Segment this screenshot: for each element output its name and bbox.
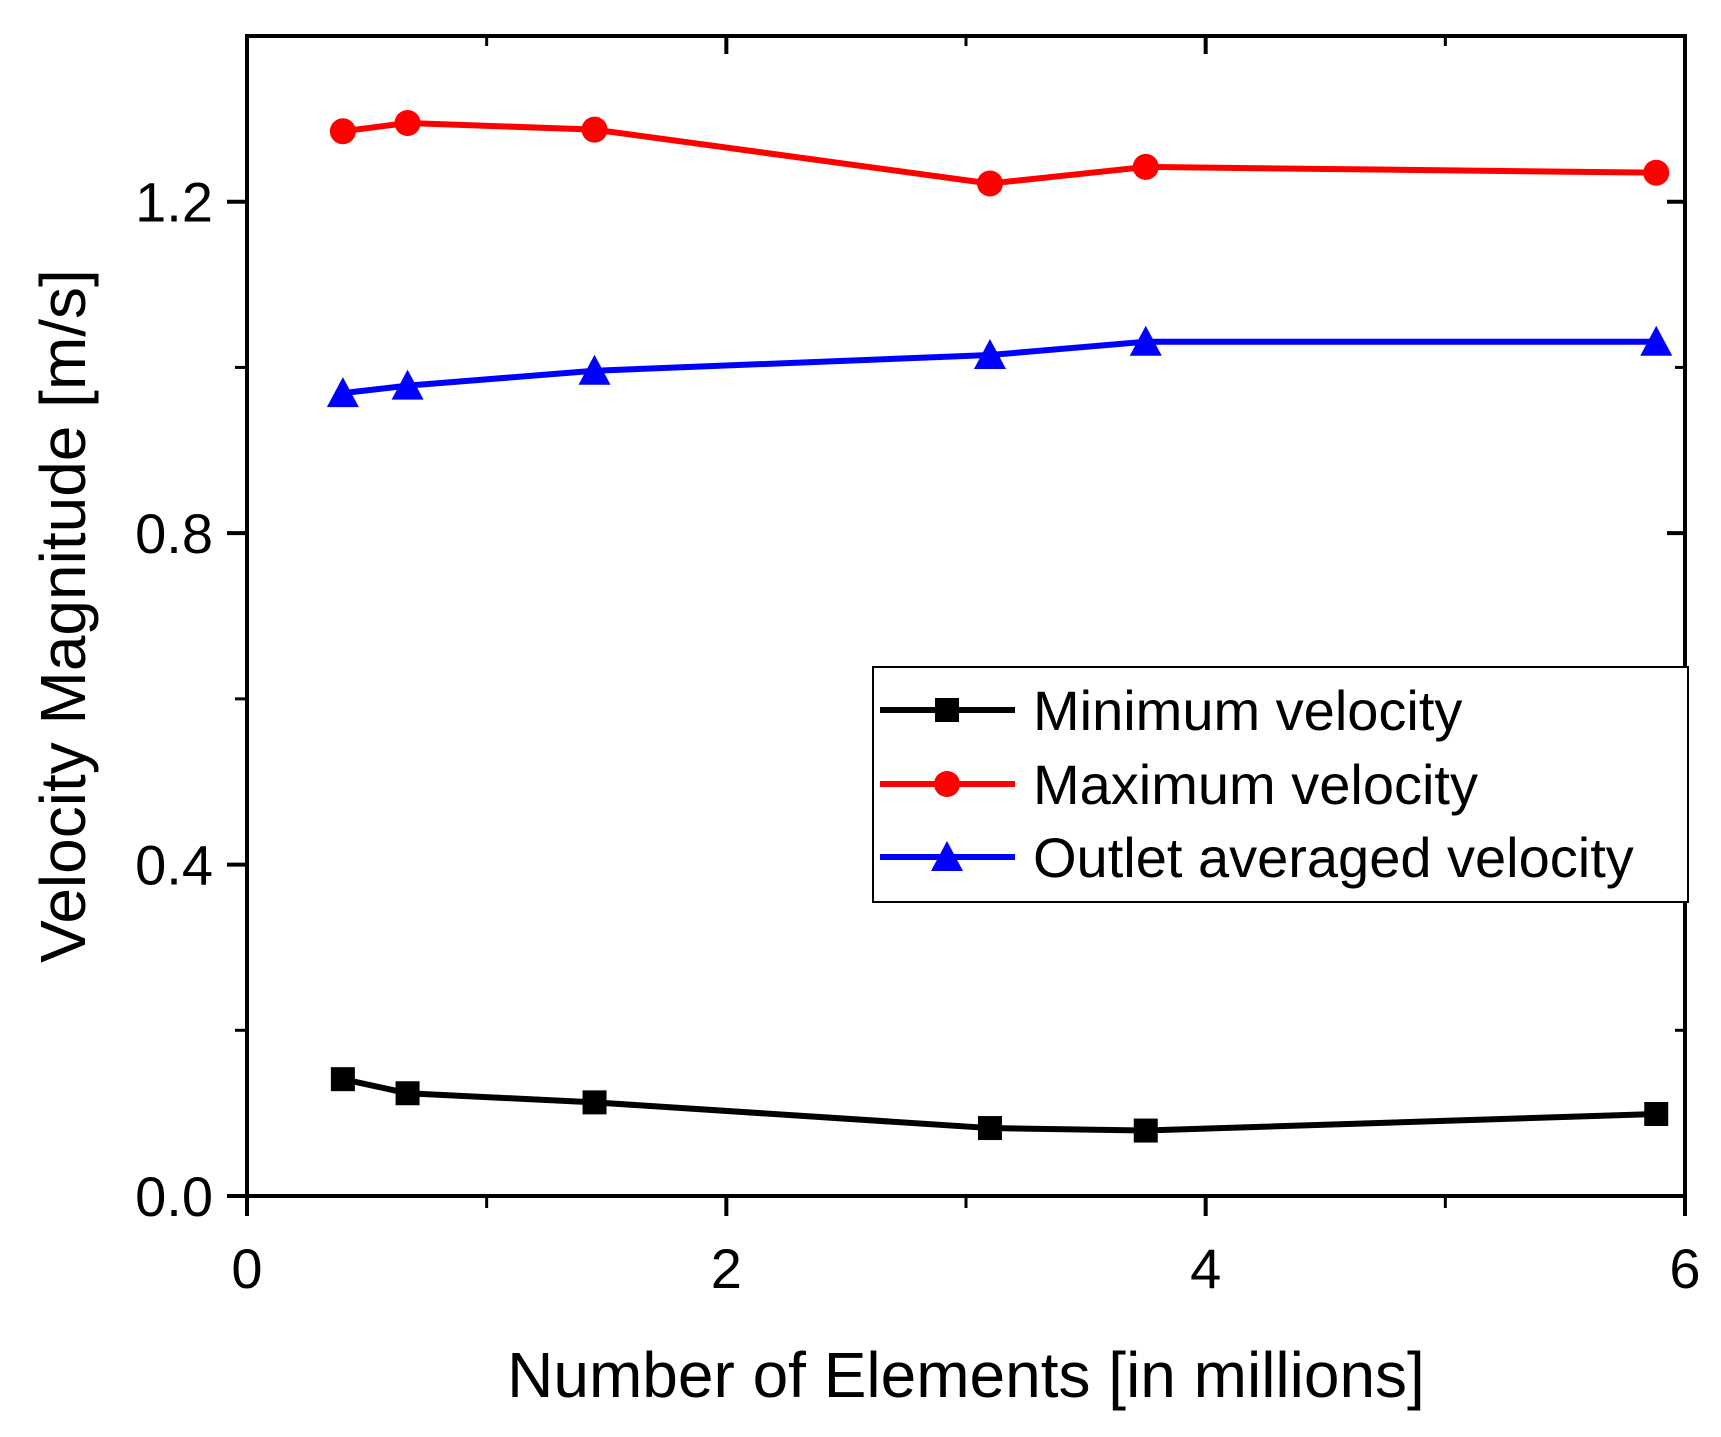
data-point-triangle bbox=[391, 369, 424, 400]
tick-labels: 0 2 4 6 0.0 0.4 0.8 1.2 bbox=[135, 171, 1700, 1300]
y-tick-label: 0.4 bbox=[135, 834, 213, 897]
data-point-square bbox=[977, 1116, 1002, 1141]
x-tick-label: 4 bbox=[1190, 1237, 1221, 1300]
data-point-square bbox=[582, 1090, 607, 1115]
legend-entry: Maximum velocity bbox=[880, 753, 1478, 816]
legend-label: Minimum velocity bbox=[1033, 679, 1462, 742]
data-point-square bbox=[330, 1067, 355, 1092]
series-circle-group bbox=[329, 110, 1670, 197]
legend-marker-square bbox=[935, 698, 959, 722]
data-point-triangle bbox=[326, 377, 359, 408]
data-point-square bbox=[1133, 1118, 1158, 1143]
data-point-triangle bbox=[973, 339, 1006, 369]
y-tick-label: 1.2 bbox=[135, 171, 213, 234]
x-axis-title: Number of Elements [in millions] bbox=[507, 1339, 1425, 1411]
x-tick-label: 6 bbox=[1669, 1237, 1700, 1300]
data-point-triangle bbox=[1129, 325, 1162, 356]
data-point-square bbox=[395, 1081, 420, 1106]
y-axis-title: Velocity Magnitude [m/s] bbox=[27, 269, 99, 963]
x-tick-label: 0 bbox=[231, 1237, 262, 1300]
data-point-circle bbox=[1643, 159, 1670, 186]
series-layer bbox=[326, 110, 1673, 1143]
y-tick-label: 0.0 bbox=[135, 1165, 213, 1228]
legend: Minimum velocity Maximum velocity Outlet a… bbox=[872, 666, 1689, 903]
series-line-2 bbox=[342, 338, 1657, 397]
y-tick-label: 0.8 bbox=[135, 502, 213, 565]
data-point-triangle bbox=[1640, 325, 1673, 356]
data-point-circle bbox=[394, 110, 421, 136]
data-point-square bbox=[1644, 1101, 1669, 1126]
data-point-circle bbox=[1132, 153, 1159, 180]
legend-entry: Minimum velocity bbox=[880, 679, 1462, 742]
legend-entry: Outlet averaged velocity bbox=[880, 826, 1634, 889]
data-point-circle bbox=[329, 118, 356, 145]
axis-ticks bbox=[227, 36, 1687, 1216]
data-point-circle bbox=[581, 116, 608, 143]
series-triangle-group bbox=[326, 325, 1673, 408]
legend-entries: Minimum velocity Maximum velocity Outlet a… bbox=[880, 679, 1634, 889]
data-point-triangle bbox=[578, 354, 611, 385]
legend-marker-circle bbox=[934, 771, 960, 797]
data-point-circle bbox=[976, 170, 1003, 197]
x-tick-label: 2 bbox=[711, 1237, 742, 1300]
legend-marker-triangle bbox=[931, 841, 963, 871]
legend-label: Maximum velocity bbox=[1033, 753, 1478, 816]
legend-label: Outlet averaged velocity bbox=[1033, 826, 1634, 889]
series-square-group bbox=[330, 1067, 1669, 1143]
